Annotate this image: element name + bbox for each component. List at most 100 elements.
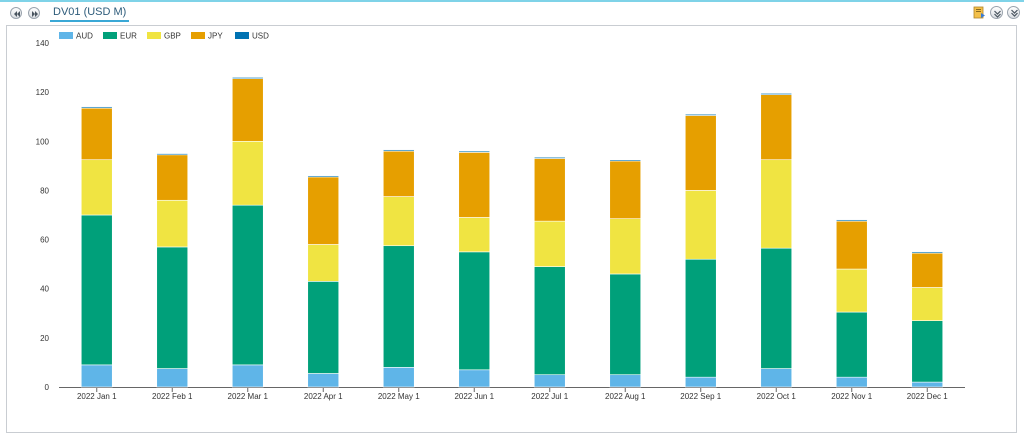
bar-segment-jpy[interactable] [760,94,793,161]
bar-segment-eur[interactable] [684,258,717,378]
bar-segment-aud[interactable] [156,368,189,388]
x-tick-label: 2022 Jan 1 [77,392,117,401]
legend-item-eur[interactable]: EUR [103,32,137,41]
bar-segment-jpy[interactable] [156,154,189,201]
bar-segment-gbp[interactable] [533,220,566,267]
bar-segment-usd[interactable] [684,113,717,116]
bar-segment-usd[interactable] [760,93,793,95]
bar-segment-jpy[interactable] [684,115,717,191]
bar-segment-jpy[interactable] [231,78,264,142]
bar-segment-eur[interactable] [911,320,944,383]
legend-item-usd[interactable]: USD [235,32,269,41]
bar-segment-usd[interactable] [307,175,340,178]
bar-segment-jpy[interactable] [533,158,566,222]
bar-segment-gbp[interactable] [684,190,717,260]
y-tick-label: 120 [36,88,50,97]
bar-segment-jpy[interactable] [835,220,868,270]
bar-segment-aud[interactable] [231,364,264,388]
x-tick-label: 2022 Feb 1 [152,392,193,401]
stacked-bar-chart: 0 20 40 60 80 100 120 140 2022 Jan 1 2022 Feb 1 20… [36,32,965,401]
x-tick-label: 2022 Sep 1 [680,392,721,401]
y-tick-label: 80 [40,186,49,195]
bar-segment-aud[interactable] [458,369,491,388]
fast-forward-icon[interactable] [28,7,40,19]
bar-segment-gbp[interactable] [80,159,113,216]
bar-segment-aud[interactable] [911,381,944,388]
y-tick-label: 0 [45,383,50,392]
legend-swatch [59,32,73,39]
bar-segment-eur[interactable] [533,266,566,376]
y-tick-label: 20 [40,334,49,343]
bar-segment-jpy[interactable] [609,160,642,219]
x-tick-label: 2022 May 1 [378,392,420,401]
legend-swatch [191,32,205,39]
bar-segment-jpy[interactable] [307,176,340,245]
y-tick-label: 100 [36,137,50,146]
bar-segment-jpy[interactable] [382,150,415,197]
legend-item-aud[interactable]: AUD [59,32,93,41]
bar-segment-aud[interactable] [382,367,415,388]
export-icon[interactable] [973,6,986,19]
bar-segment-aud[interactable] [80,364,113,388]
y-tick-label: 40 [40,285,49,294]
bar-segment-jpy[interactable] [80,107,113,161]
panel-toolbar: DV01 (USD M) [0,2,1024,24]
bar-segment-usd[interactable] [911,251,944,254]
bar-segment-aud[interactable] [307,373,340,388]
legend-item-gbp[interactable]: GBP [147,32,181,41]
bar-segment-jpy[interactable] [458,152,491,218]
legend-item-jpy[interactable]: JPY [191,32,223,41]
legend-swatch [103,32,117,39]
x-tick-label: 2022 Nov 1 [831,392,872,401]
legend-label: USD [252,32,269,41]
bar-segment-aud[interactable] [835,376,868,388]
bar-segment-aud[interactable] [684,376,717,388]
bar-segment-usd[interactable] [835,219,868,222]
bar-segment-eur[interactable] [382,245,415,368]
bar-segment-gbp[interactable] [382,196,415,247]
legend-swatch [147,32,161,39]
bar-segment-gbp[interactable] [307,244,340,282]
bar-segment-aud[interactable] [533,374,566,388]
rewind-icon[interactable] [10,7,22,19]
bar-segment-eur[interactable] [156,246,189,369]
bar-segment-usd[interactable] [382,149,415,152]
bar-segment-gbp[interactable] [760,159,793,249]
bar-segment-aud[interactable] [760,368,793,388]
legend-label: GBP [164,32,181,41]
x-tick-label: 2022 Dec 1 [907,392,948,401]
legend-label: EUR [120,32,137,41]
bar-segment-eur[interactable] [609,273,642,376]
bar-segment-gbp[interactable] [609,218,642,275]
bar-segment-usd[interactable] [156,153,189,156]
legend-label: AUD [76,32,93,41]
bar-segment-gbp[interactable] [156,199,189,248]
bar-segment-gbp[interactable] [458,217,491,253]
bar-segment-usd[interactable] [609,159,642,162]
bar-segment-eur[interactable] [760,247,793,369]
y-tick-label: 60 [40,236,49,245]
panel-title[interactable]: DV01 (USD M) [50,5,130,22]
bar-segment-gbp[interactable] [835,268,868,313]
chart-frame: 0 20 40 60 80 100 120 140 2022 Jan 1 2022 Feb 1 20… [6,25,1017,433]
bar-segment-gbp[interactable] [231,140,264,206]
bar-segment-usd[interactable] [458,150,491,153]
top-accent-rule [0,0,1024,2]
bar-segment-eur[interactable] [458,251,491,371]
bar-segment-aud[interactable] [609,374,642,388]
expand-icon[interactable] [1007,6,1020,19]
collapse-icon[interactable] [990,6,1003,19]
bar-segment-jpy[interactable] [911,252,944,288]
bar-segment-usd[interactable] [533,156,566,159]
bar-segment-gbp[interactable] [911,287,944,321]
bar-segment-usd[interactable] [80,106,113,109]
x-tick-label: 2022 Apr 1 [304,392,343,401]
bar-segment-eur[interactable] [307,281,340,374]
bar-segment-eur[interactable] [80,214,113,366]
y-tick-label: 140 [36,39,50,48]
legend-label: JPY [208,32,223,41]
bar-segment-eur[interactable] [231,204,264,366]
bar-segment-usd[interactable] [231,77,264,79]
x-tick-label: 2022 Mar 1 [228,392,269,401]
bar-segment-eur[interactable] [835,311,868,378]
